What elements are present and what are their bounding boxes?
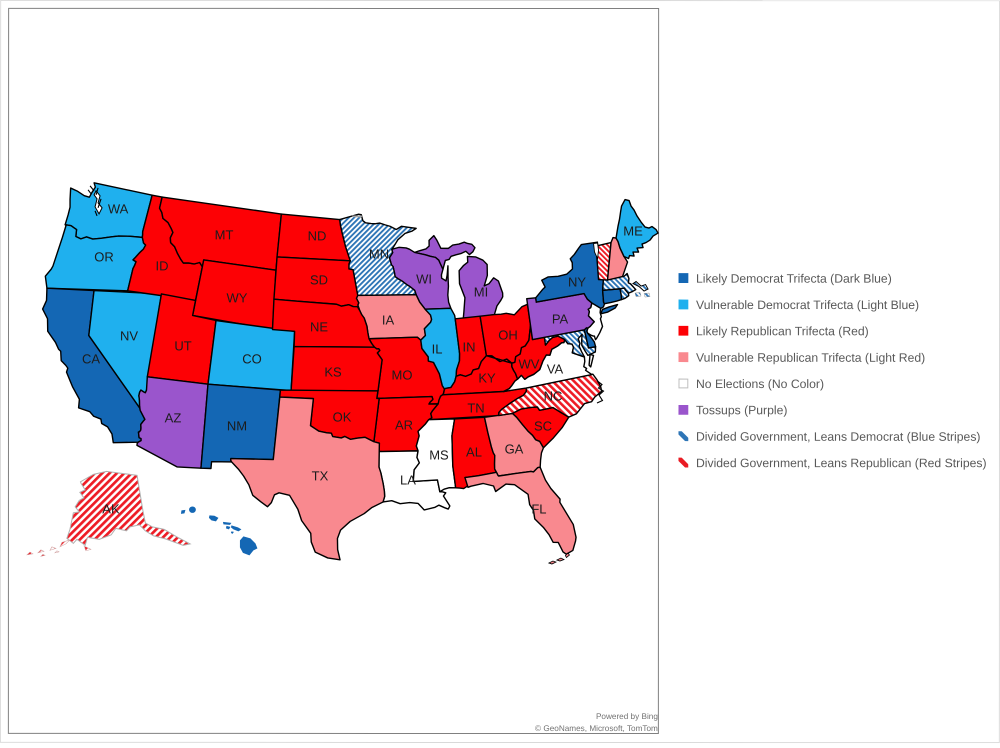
svg-text:NY: NY [568,275,586,290]
svg-text:WI: WI [416,271,432,286]
svg-text:PA: PA [552,312,569,327]
svg-text:NM: NM [227,418,247,433]
svg-text:ID: ID [156,258,169,273]
svg-text:CA: CA [82,351,100,366]
svg-text:LA: LA [400,472,416,487]
svg-text:OR: OR [94,249,114,264]
svg-text:TX: TX [312,468,329,483]
svg-text:IA: IA [382,312,395,327]
svg-text:Vulnerable Democrat Trifecta (: Vulnerable Democrat Trifecta (Light Blue… [696,298,919,312]
svg-text:TN: TN [467,400,484,415]
svg-text:Likely Democrat Trifecta (Dark: Likely Democrat Trifecta (Dark Blue) [696,272,892,286]
svg-text:WV: WV [519,357,540,372]
svg-text:SC: SC [534,419,552,434]
svg-text:ME: ME [623,224,643,239]
svg-text:OK: OK [333,409,352,424]
svg-text:NE: NE [310,319,328,334]
svg-text:CO: CO [242,351,262,366]
svg-text:KY: KY [478,370,496,385]
svg-text:IN: IN [463,339,476,354]
svg-text:AZ: AZ [165,410,182,425]
svg-text:MO: MO [392,367,413,382]
svg-text:IL: IL [432,341,443,356]
svg-text:ND: ND [308,228,327,243]
svg-text:MS: MS [429,447,449,462]
svg-text:NV: NV [120,328,138,343]
svg-text:© GeoNames, Microsoft, TomTom: © GeoNames, Microsoft, TomTom [535,724,658,733]
svg-text:MN: MN [369,246,389,261]
svg-text:GA: GA [505,442,524,457]
svg-text:MT: MT [215,227,234,242]
svg-text:Likely Republican Trifecta (Re: Likely Republican Trifecta (Red) [696,324,869,338]
svg-text:KS: KS [324,364,342,379]
svg-text:WA: WA [108,201,129,216]
svg-text:AL: AL [466,444,482,459]
svg-text:VA: VA [547,362,564,377]
svg-text:Divided Government, Leans Demo: Divided Government, Leans Democrat (Blue… [696,430,981,444]
svg-text:Tossups (Purple): Tossups (Purple) [696,403,787,417]
svg-text:Divided Government, Leans Repu: Divided Government, Leans Republican (Re… [696,456,987,470]
svg-text:MI: MI [474,284,488,299]
svg-text:UT: UT [174,338,191,353]
svg-text:OH: OH [498,327,518,342]
svg-text:AR: AR [395,417,413,432]
svg-text:FL: FL [531,502,546,517]
svg-text:SD: SD [310,272,328,287]
svg-text:NC: NC [544,389,563,404]
svg-text:No Elections (No Color): No Elections (No Color) [696,377,824,391]
svg-text:AK: AK [102,501,120,516]
svg-text:Powered by Bing: Powered by Bing [596,712,658,721]
svg-text:Vulnerable Republican Trifecta: Vulnerable Republican Trifecta (Light Re… [696,351,925,365]
svg-text:WY: WY [227,290,248,305]
